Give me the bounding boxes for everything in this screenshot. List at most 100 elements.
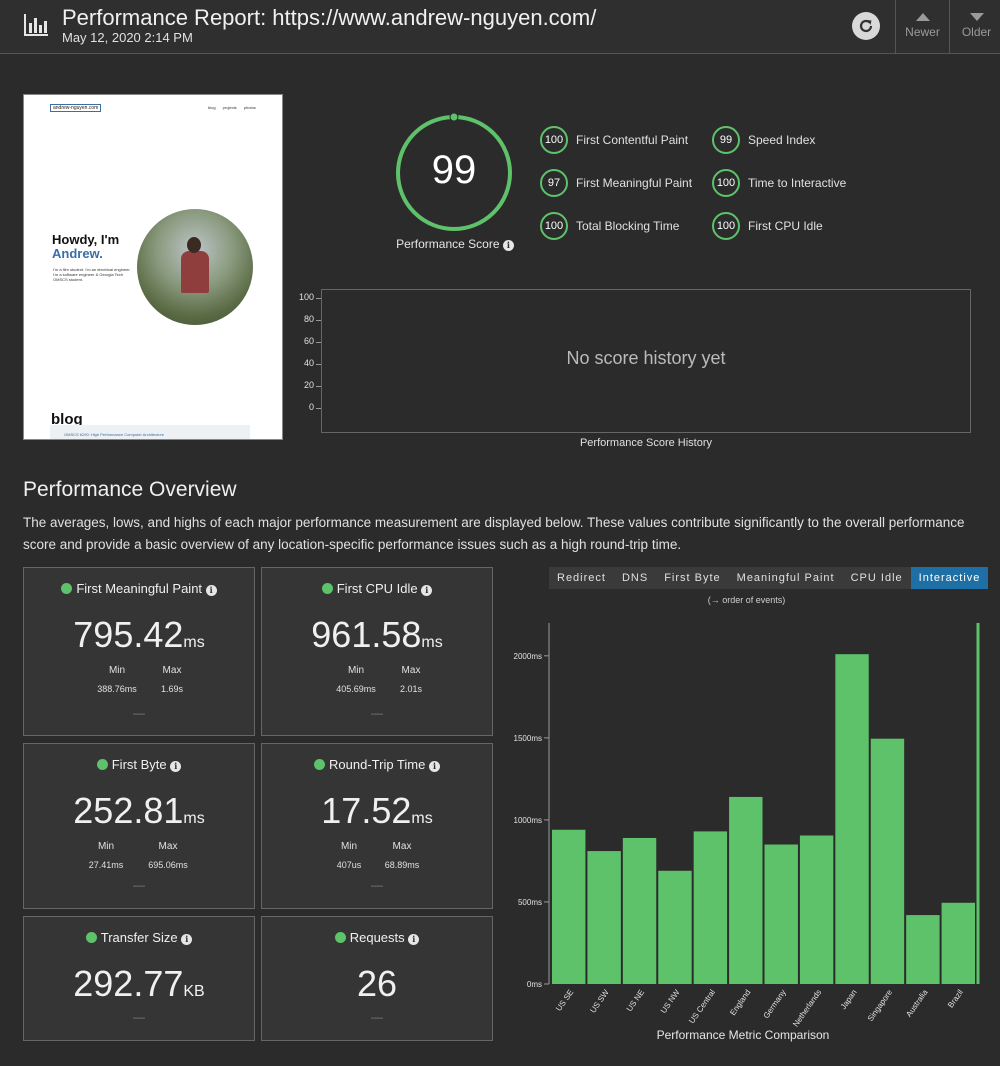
bar-us-nw <box>658 870 692 984</box>
x-tick-label: US Central <box>687 988 717 1025</box>
card-value-unit: ms <box>183 810 205 827</box>
thumb-profile-photo <box>137 209 253 325</box>
newer-button[interactable]: Newer <box>895 0 949 54</box>
card-title: Transfer Size <box>100 930 178 945</box>
card-value-number: 292.77 <box>73 963 184 1004</box>
metric-label: First CPU Idle <box>748 219 823 233</box>
card-value: 17.52ms <box>262 790 492 832</box>
info-icon[interactable]: i <box>408 934 420 945</box>
card-value-number: 26 <box>356 963 398 1004</box>
card-sparkline-placeholder: — <box>371 878 383 892</box>
card-min-number: 27.41 <box>88 860 112 870</box>
card-max-value: 2.01s <box>376 681 446 695</box>
card-value: 961.58ms <box>262 614 492 656</box>
status-dot <box>61 583 73 594</box>
tab-redirect[interactable]: Redirect <box>557 572 606 584</box>
thumb-greeting-line: Howdy, I'm <box>52 232 120 247</box>
page-screenshot: andrew-nguyen.com blog projects photos H… <box>23 94 283 440</box>
x-tick-label: US SW <box>588 988 611 1015</box>
history-y-tick: 20 <box>303 380 314 390</box>
card-max-unit: ms <box>175 860 188 870</box>
y-tick-label: 0ms <box>527 980 542 989</box>
y-tick-label: 2000ms <box>514 652 542 661</box>
card-max-label: Max <box>158 841 178 852</box>
info-icon[interactable]: i <box>205 585 217 596</box>
thumb-site-url: andrew-nguyen.com <box>50 104 102 112</box>
refresh-icon <box>859 19 873 33</box>
thumb-person-body <box>181 251 209 293</box>
card-title: First CPU Idle <box>336 581 418 596</box>
metric-tabs: Redirect DNS First Byte Meaningful Paint… <box>549 567 989 589</box>
card-value-number: 795.42 <box>73 614 184 655</box>
history-tick-mark <box>316 386 321 387</box>
card-max-number: 1.69 <box>160 684 179 694</box>
metric-score-ring: 100 <box>712 169 740 197</box>
history-tick-mark <box>316 342 321 343</box>
metric-score-ring: 99 <box>712 126 740 154</box>
tab-meaningful-paint[interactable]: Meaningful Paint <box>736 572 835 584</box>
card-min-unit: ms <box>363 684 376 694</box>
card-max-label: Max <box>401 665 421 676</box>
card-min-value: 407us <box>314 857 384 871</box>
card-max-number: 2.01 <box>399 684 418 694</box>
card-value: 795.42ms <box>24 614 254 656</box>
thumb-blog-post: OMSCS 6290: High Performance Computer Ar… <box>64 432 165 437</box>
performance-score-label: Performance Score i <box>380 237 530 251</box>
card-max-unit: s <box>417 684 423 694</box>
thumb-site-nav: blog projects photos <box>208 105 256 110</box>
card-min-value: 27.41ms <box>71 857 141 871</box>
x-tick-label: Germany <box>762 988 788 1020</box>
info-icon[interactable]: i <box>428 761 440 772</box>
arrow-up-icon <box>915 13 930 21</box>
bar-chart-icon <box>24 14 48 36</box>
x-tick-label: England <box>728 988 752 1017</box>
history-tick-mark <box>316 364 321 365</box>
info-icon[interactable]: i <box>421 585 433 596</box>
x-tick-label: Japan <box>839 988 859 1011</box>
thumb-greeting: Howdy, I'm Andrew. <box>52 233 119 261</box>
info-icon[interactable]: i <box>181 934 193 945</box>
status-dot <box>85 932 97 943</box>
card-value-number: 17.52 <box>321 790 412 831</box>
info-icon[interactable]: i <box>502 240 514 251</box>
metric-label: Total Blocking Time <box>576 219 680 233</box>
card-title: Requests <box>349 930 405 945</box>
tab-dns[interactable]: DNS <box>621 572 649 584</box>
bar-england <box>729 796 763 984</box>
tab-interactive[interactable]: Interactive <box>910 567 989 589</box>
card-min-label: Min <box>97 841 115 852</box>
thumb-blurb: I'm a film student. I'm an electrical en… <box>53 267 131 282</box>
tab-first-byte[interactable]: First Byte <box>664 572 721 584</box>
card-sparkline-placeholder: — <box>133 706 145 720</box>
card-title: First Byte <box>111 757 167 772</box>
x-tick-label: Australia <box>904 988 930 1019</box>
thumb-person-head <box>187 237 201 253</box>
status-dot <box>314 759 326 770</box>
info-icon[interactable]: i <box>170 761 182 772</box>
card-min-value: 388.76ms <box>82 681 152 695</box>
card-min-label: Min <box>347 665 365 676</box>
metric-score-ring: 97 <box>540 169 568 197</box>
performance-score-value: 99 <box>431 148 477 192</box>
thumb-name: Andrew. <box>52 246 103 261</box>
refresh-button[interactable] <box>852 12 880 40</box>
y-tick-label: 1500ms <box>514 734 542 743</box>
metric-score-ring: 100 <box>540 126 568 154</box>
card-header: Round-Trip Time i <box>262 757 492 772</box>
card-min-label: Min <box>340 841 358 852</box>
tab-cpu-idle[interactable]: CPU Idle <box>850 572 903 584</box>
history-tick-mark <box>316 320 321 321</box>
card-max-label: Max <box>162 665 182 676</box>
bar-us-ne <box>622 837 657 984</box>
card-header: First Meaningful Paint i <box>24 581 254 596</box>
order-of-events-note: (→ order of events) <box>707 595 786 605</box>
card-max-value: 1.69s <box>137 681 207 695</box>
older-button[interactable]: Older <box>949 0 1000 54</box>
card-value-unit: ms <box>183 634 205 651</box>
bar-netherlands <box>799 835 834 984</box>
card-min-unit: us <box>351 860 362 870</box>
card-min-label: Min <box>108 665 126 676</box>
thumb-blog-heading: blog <box>51 411 83 428</box>
x-tick-label: Netherlands <box>791 988 823 1029</box>
metric-label: Speed Index <box>748 133 816 147</box>
